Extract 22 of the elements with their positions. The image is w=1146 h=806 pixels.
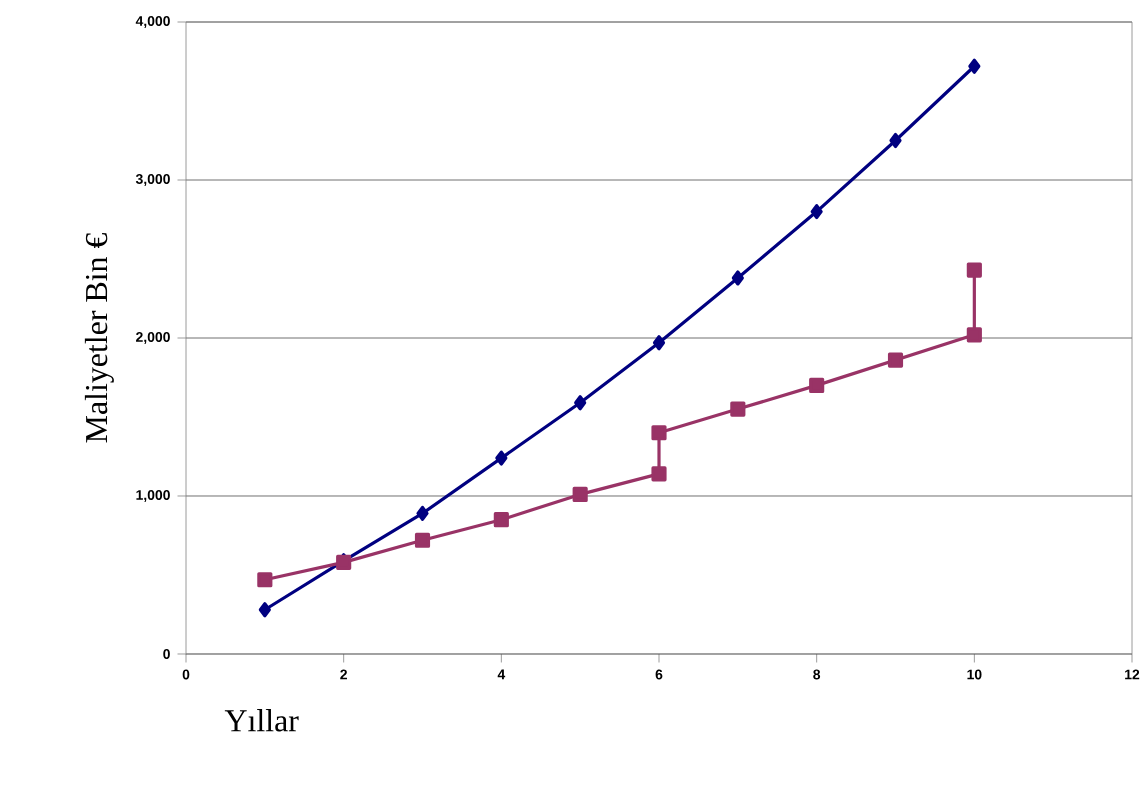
point	[887, 352, 904, 368]
point	[258, 602, 271, 618]
point	[730, 401, 746, 417]
point	[966, 262, 982, 278]
point	[574, 395, 587, 411]
point	[809, 377, 825, 393]
point	[414, 532, 431, 548]
point	[651, 466, 667, 482]
point	[652, 335, 666, 351]
point	[968, 58, 981, 74]
point	[572, 486, 588, 502]
point	[493, 512, 509, 528]
point	[416, 505, 429, 521]
point	[966, 327, 982, 343]
point	[889, 132, 902, 149]
point	[731, 270, 744, 286]
point	[257, 572, 273, 588]
point	[651, 425, 667, 441]
x-axis-title: Yıllar	[224, 709, 299, 732]
y-axis-title: Maliyetler Bin €	[84, 233, 114, 443]
point	[495, 450, 508, 466]
point	[810, 204, 823, 220]
